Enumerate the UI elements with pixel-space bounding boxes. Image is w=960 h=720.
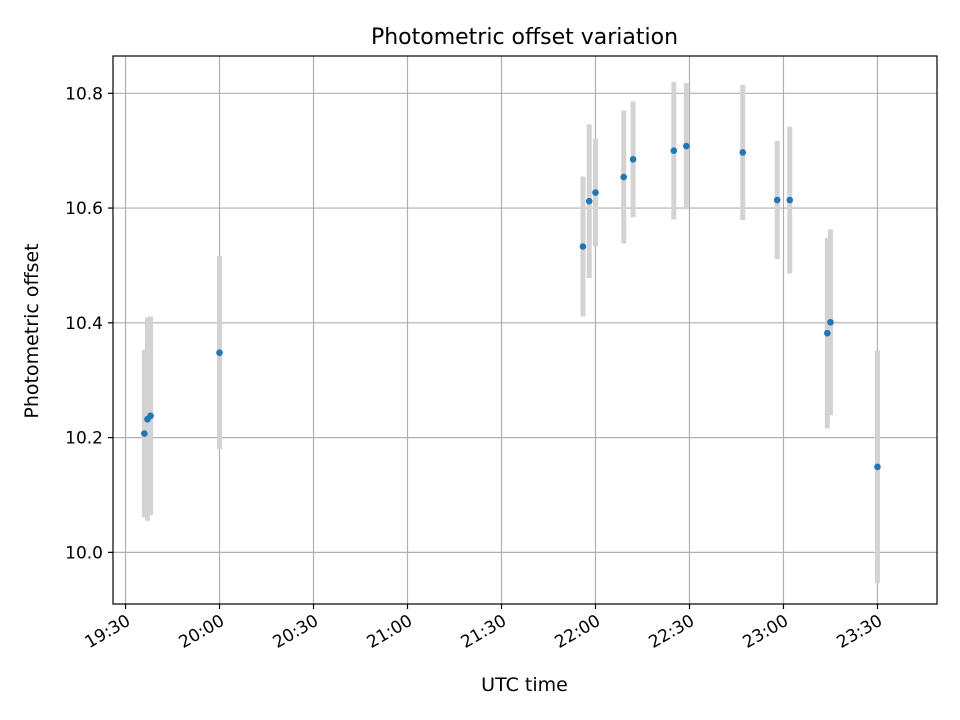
- data-point: [824, 329, 831, 337]
- y-tick-label: 10.4: [65, 314, 103, 334]
- data-point: [620, 173, 627, 181]
- data-point: [629, 155, 637, 163]
- y-tick-label: 10.8: [65, 84, 103, 104]
- x-axis-label: UTC time: [481, 674, 568, 696]
- data-point: [579, 243, 587, 250]
- grid: [113, 56, 937, 604]
- data-point: [216, 349, 223, 356]
- data-point: [670, 147, 678, 154]
- data-point: [585, 197, 593, 205]
- data-points: [141, 142, 881, 471]
- y-tick-label: 10.6: [65, 199, 103, 219]
- data-point: [739, 149, 747, 156]
- data-point: [147, 412, 154, 420]
- data-point: [592, 189, 599, 196]
- data-point: [786, 196, 794, 204]
- data-point: [874, 463, 881, 471]
- chart-title: Photometric offset variation: [371, 25, 678, 50]
- data-point: [683, 142, 690, 150]
- y-tick-label: 10.2: [65, 429, 103, 449]
- data-point: [827, 318, 834, 326]
- plot-frame: [112, 55, 938, 605]
- y-axis-label: Photometric offset: [21, 243, 43, 418]
- data-point: [773, 196, 781, 204]
- data-point: [141, 430, 148, 437]
- y-tick-label: 10.0: [65, 543, 103, 563]
